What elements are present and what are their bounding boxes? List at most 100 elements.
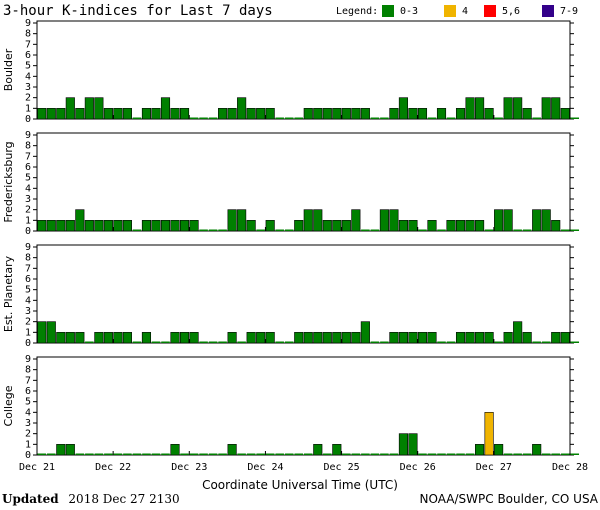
k-index-bar	[332, 444, 342, 456]
y-tick-label: 7	[25, 151, 31, 162]
k-index-bar	[361, 229, 370, 231]
y-tick-label: 5	[25, 173, 31, 184]
k-index-bar	[417, 332, 428, 344]
y-tick-label: 0	[25, 338, 31, 349]
k-index-bar	[522, 229, 532, 231]
k-index-bar	[94, 97, 104, 120]
k-index-bar	[560, 332, 570, 344]
panel-frame	[36, 20, 571, 120]
legend-item-label: 0-3	[400, 6, 418, 17]
k-index-bar	[141, 332, 152, 344]
k-index-bar	[427, 220, 437, 232]
k-index-bar	[132, 453, 142, 455]
k-index-bar	[313, 332, 323, 344]
k-index-bar	[541, 341, 551, 343]
k-index-bar	[151, 341, 161, 343]
k-index-bar	[551, 332, 561, 344]
x-tick-label: Dec 21	[19, 462, 55, 473]
k-index-bar	[370, 117, 380, 119]
k-index-bar	[46, 321, 56, 344]
k-index-bar	[551, 97, 561, 120]
k-index-bar	[398, 332, 408, 344]
k-index-bar	[256, 453, 265, 455]
k-index-bar	[541, 209, 551, 232]
k-index-bar	[132, 117, 142, 119]
k-index-bar	[294, 332, 304, 344]
k-index-bar	[189, 332, 199, 344]
legend-swatch	[382, 5, 394, 17]
k-index-bar	[475, 332, 485, 344]
k-index-bar	[56, 332, 66, 344]
k-index-bar	[351, 209, 361, 232]
k-index-bar	[151, 453, 161, 455]
k-index-bar	[532, 341, 541, 343]
k-index-bar	[199, 229, 208, 231]
k-index-bar	[103, 332, 113, 344]
k-index-bar	[304, 453, 313, 455]
k-index-bar	[332, 332, 342, 344]
k-index-bar	[389, 332, 399, 344]
k-index-bar	[179, 332, 190, 344]
k-index-bar	[199, 117, 208, 119]
y-tick-label: 0	[25, 450, 31, 461]
k-index-bar	[265, 220, 275, 232]
panel-label: Est. Planetary	[2, 255, 15, 332]
k-index-bar	[313, 444, 323, 456]
k-index-bar	[265, 332, 275, 344]
k-index-bar	[522, 453, 532, 455]
legend: Legend: 0-3 4 5,6 7-9	[336, 5, 578, 17]
k-index-bar	[513, 321, 523, 344]
k-index-bar	[294, 117, 303, 119]
k-index-bar	[551, 453, 560, 455]
k-index-bar	[208, 341, 218, 343]
k-index-bar	[332, 220, 342, 232]
k-index-bar	[246, 220, 256, 232]
k-index-bar	[465, 97, 475, 120]
panels-group: 0123456789Boulder0123456789Fredericksbur…	[2, 18, 580, 461]
k-index-bar	[122, 108, 132, 120]
x-tick-label: Dec 25	[324, 462, 360, 473]
k-index-bar	[284, 341, 294, 343]
k-index-bar	[522, 108, 532, 120]
k-index-bar	[398, 433, 408, 456]
k-index-bar	[351, 332, 361, 344]
k-index-bar	[475, 444, 485, 456]
y-tick-label: 8	[25, 29, 31, 40]
y-tick-label: 6	[25, 386, 31, 397]
k-index-bar	[398, 97, 408, 120]
k-index-bar	[284, 229, 294, 231]
y-tick-label: 4	[25, 407, 31, 418]
x-axis: Dec 21 Dec 22 Dec 23 Dec 24 Dec 25 Dec 26 Dec …	[19, 462, 588, 473]
k-index-bar	[427, 117, 437, 119]
k-index-bar	[513, 453, 522, 455]
k-index-bar	[256, 332, 266, 344]
y-tick-label: 7	[25, 375, 31, 386]
updated-label: Updated	[2, 492, 59, 506]
k-index-bar	[313, 108, 323, 120]
k-index-bar	[408, 108, 418, 120]
k-index-bar	[227, 332, 237, 344]
y-tick-label: 2	[25, 317, 31, 328]
k-index-bar	[484, 108, 494, 120]
k-index-bar	[379, 209, 389, 232]
k-index-bar	[427, 332, 437, 344]
k-index-bar	[256, 108, 266, 120]
panel-frame	[36, 132, 571, 232]
k-index-bar	[294, 453, 303, 455]
k-index-bar	[322, 108, 332, 120]
y-tick-label: 2	[25, 205, 31, 216]
k-index-bar	[208, 229, 218, 231]
k-index-bar	[513, 229, 522, 231]
k-index-bar	[380, 341, 389, 343]
k-index-bar	[37, 220, 47, 232]
k-index-bar	[113, 220, 123, 232]
k-index-bar	[560, 453, 570, 455]
y-tick-label: 6	[25, 274, 31, 285]
y-tick-label: 1	[25, 327, 31, 338]
k-index-bar	[179, 220, 190, 232]
k-index-bar	[351, 108, 361, 120]
k-index-bar	[160, 220, 171, 232]
updated-value: 2018 Dec 27 2130	[68, 492, 179, 506]
k-index-bar	[75, 209, 85, 232]
